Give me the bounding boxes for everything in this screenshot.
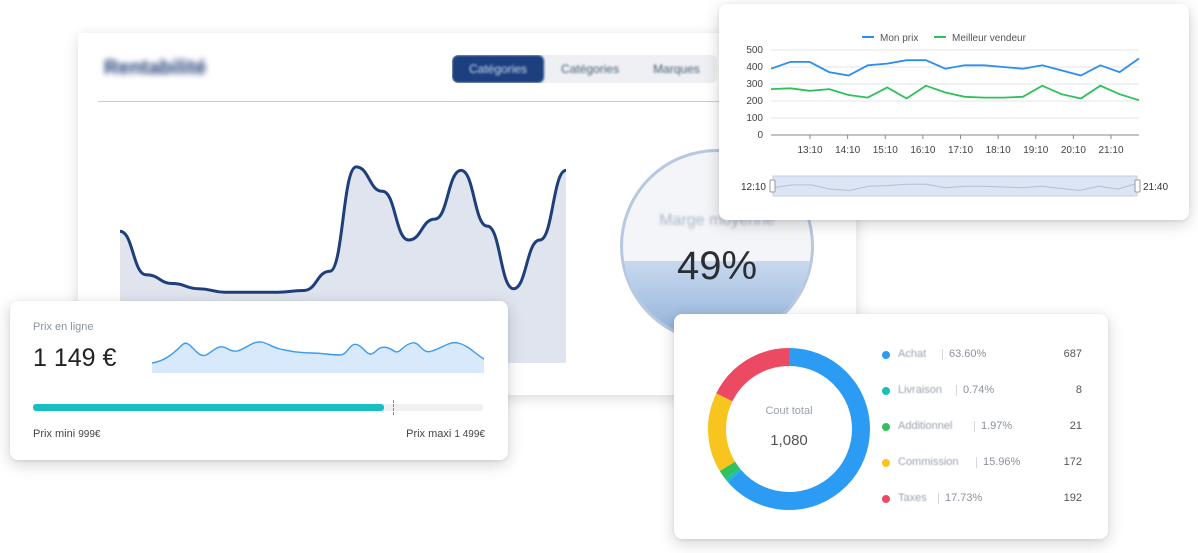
x-tick-label: 13:10 bbox=[797, 145, 822, 156]
x-tick-label: 18:10 bbox=[986, 145, 1011, 156]
tab-categories[interactable]: Catégories bbox=[561, 62, 620, 76]
legend-name: Additionnel bbox=[898, 420, 953, 432]
legend-dot-icon bbox=[882, 387, 890, 395]
tab-marques[interactable]: Marques bbox=[653, 62, 700, 76]
legend-item-taxes[interactable]: Taxes 17.73% 192 bbox=[882, 491, 1082, 509]
price-history-card: Mon prix Meilleur vendeur 0 100 200 300 400 500… bbox=[719, 4, 1189, 220]
legend-percent: 17.73% bbox=[945, 492, 983, 504]
legend-value: 21 bbox=[1069, 420, 1082, 432]
y-tick-label: 300 bbox=[746, 79, 763, 90]
price-sparkline bbox=[152, 341, 484, 373]
legend-separator bbox=[938, 493, 939, 504]
x-tick-label: 15:10 bbox=[873, 145, 898, 156]
cost-donut-chart bbox=[708, 348, 870, 510]
legend-name: Achat bbox=[898, 348, 927, 360]
price-range-marker bbox=[393, 400, 394, 415]
legend-label-1: Meilleur vendeur bbox=[952, 33, 1027, 44]
range-slider bbox=[772, 175, 1138, 197]
range-slider-preview bbox=[772, 183, 1138, 192]
range-handle-left bbox=[769, 179, 776, 193]
legend-item-additionnel[interactable]: Additionnel 1.97% 21 bbox=[882, 419, 1082, 437]
legend-percent: 15.96% bbox=[983, 456, 1021, 468]
donut-slice-commission bbox=[708, 348, 870, 510]
legend-value: 192 bbox=[1063, 492, 1082, 504]
price-min: Prix mini 999€ bbox=[33, 428, 100, 440]
legend-value: 687 bbox=[1063, 348, 1082, 360]
legend-item-commission[interactable]: Commission 15.96% 172 bbox=[882, 455, 1082, 473]
legend-value: 172 bbox=[1063, 456, 1082, 468]
x-tick-label: 20:10 bbox=[1061, 145, 1086, 156]
legend-percent: 63.60% bbox=[949, 348, 987, 360]
legend-separator bbox=[956, 385, 957, 396]
price-min-value: 999€ bbox=[78, 429, 101, 440]
legend-name: Livraison bbox=[898, 384, 943, 396]
area-line bbox=[120, 165, 566, 294]
divider bbox=[98, 101, 836, 102]
rentabilite-title: Rentabilité bbox=[104, 57, 207, 79]
legend-separator bbox=[976, 457, 977, 468]
y-tick-label: 0 bbox=[757, 130, 763, 141]
price-max: Prix maxi 1 499€ bbox=[406, 428, 485, 440]
y-tick-label: 500 bbox=[746, 45, 763, 56]
total-cost-card: Cout total 1,080 Achat 63.60% 687 Livraison… bbox=[674, 314, 1108, 539]
legend-separator bbox=[942, 349, 943, 360]
donut-slice-achat bbox=[708, 348, 870, 510]
series-line-1 bbox=[770, 84, 1140, 102]
legend-dot-icon bbox=[882, 351, 890, 359]
x-tick-label: 19:10 bbox=[1023, 145, 1048, 156]
legend-item-achat[interactable]: Achat 63.60% 687 bbox=[882, 347, 1082, 365]
online-price-card: Prix en ligne 1 149 € Prix mini 999€ Pri… bbox=[10, 301, 508, 460]
legend-percent: 0.74% bbox=[963, 384, 995, 396]
price-min-label: Prix mini bbox=[33, 428, 76, 440]
gauge-value: 49% bbox=[676, 244, 758, 288]
tab-categories-active[interactable]: Catégories bbox=[452, 55, 545, 83]
legend-dot-icon bbox=[882, 423, 890, 431]
x-tick-label: 17:10 bbox=[948, 145, 973, 156]
legend-item-livraison[interactable]: Livraison 0.74% 8 bbox=[882, 383, 1082, 401]
series-line-0 bbox=[770, 57, 1140, 77]
y-tick-label: 200 bbox=[746, 96, 763, 107]
x-tick-label: 14:10 bbox=[835, 145, 860, 156]
range-end-label: 21:40 bbox=[1143, 182, 1168, 193]
range-handle-right bbox=[1134, 179, 1141, 193]
y-tick-label: 100 bbox=[746, 113, 763, 124]
legend-separator bbox=[974, 421, 975, 432]
donut-center-value: 1,080 bbox=[770, 432, 808, 449]
x-tick-label: 16:10 bbox=[910, 145, 935, 156]
price-value: 1 149 € bbox=[33, 344, 117, 372]
donut-center-label: Cout total bbox=[765, 405, 813, 417]
x-tick-label: 21:10 bbox=[1098, 145, 1123, 156]
legend-dot-icon bbox=[882, 495, 890, 503]
legend-name: Taxes bbox=[898, 492, 927, 504]
price-max-label: Prix maxi bbox=[406, 428, 452, 440]
price-range-fill bbox=[33, 404, 384, 411]
range-start-label: 12:10 bbox=[741, 182, 766, 193]
price-max-value: 1 499€ bbox=[454, 429, 485, 440]
legend-value: 8 bbox=[1075, 384, 1082, 396]
price-range-bar bbox=[33, 400, 483, 415]
legend-percent: 1.97% bbox=[981, 420, 1013, 432]
price-label: Prix en ligne bbox=[33, 321, 94, 333]
rentabilite-tabs: Catégories Catégories Marques bbox=[452, 55, 717, 83]
legend-label-0: Mon prix bbox=[880, 33, 918, 44]
y-tick-label: 400 bbox=[746, 62, 763, 73]
price-history-chart: Mon prix Meilleur vendeur 0 100 200 300 400 500… bbox=[741, 33, 1168, 197]
legend-name: Commission bbox=[898, 456, 959, 468]
legend-dot-icon bbox=[882, 459, 890, 467]
